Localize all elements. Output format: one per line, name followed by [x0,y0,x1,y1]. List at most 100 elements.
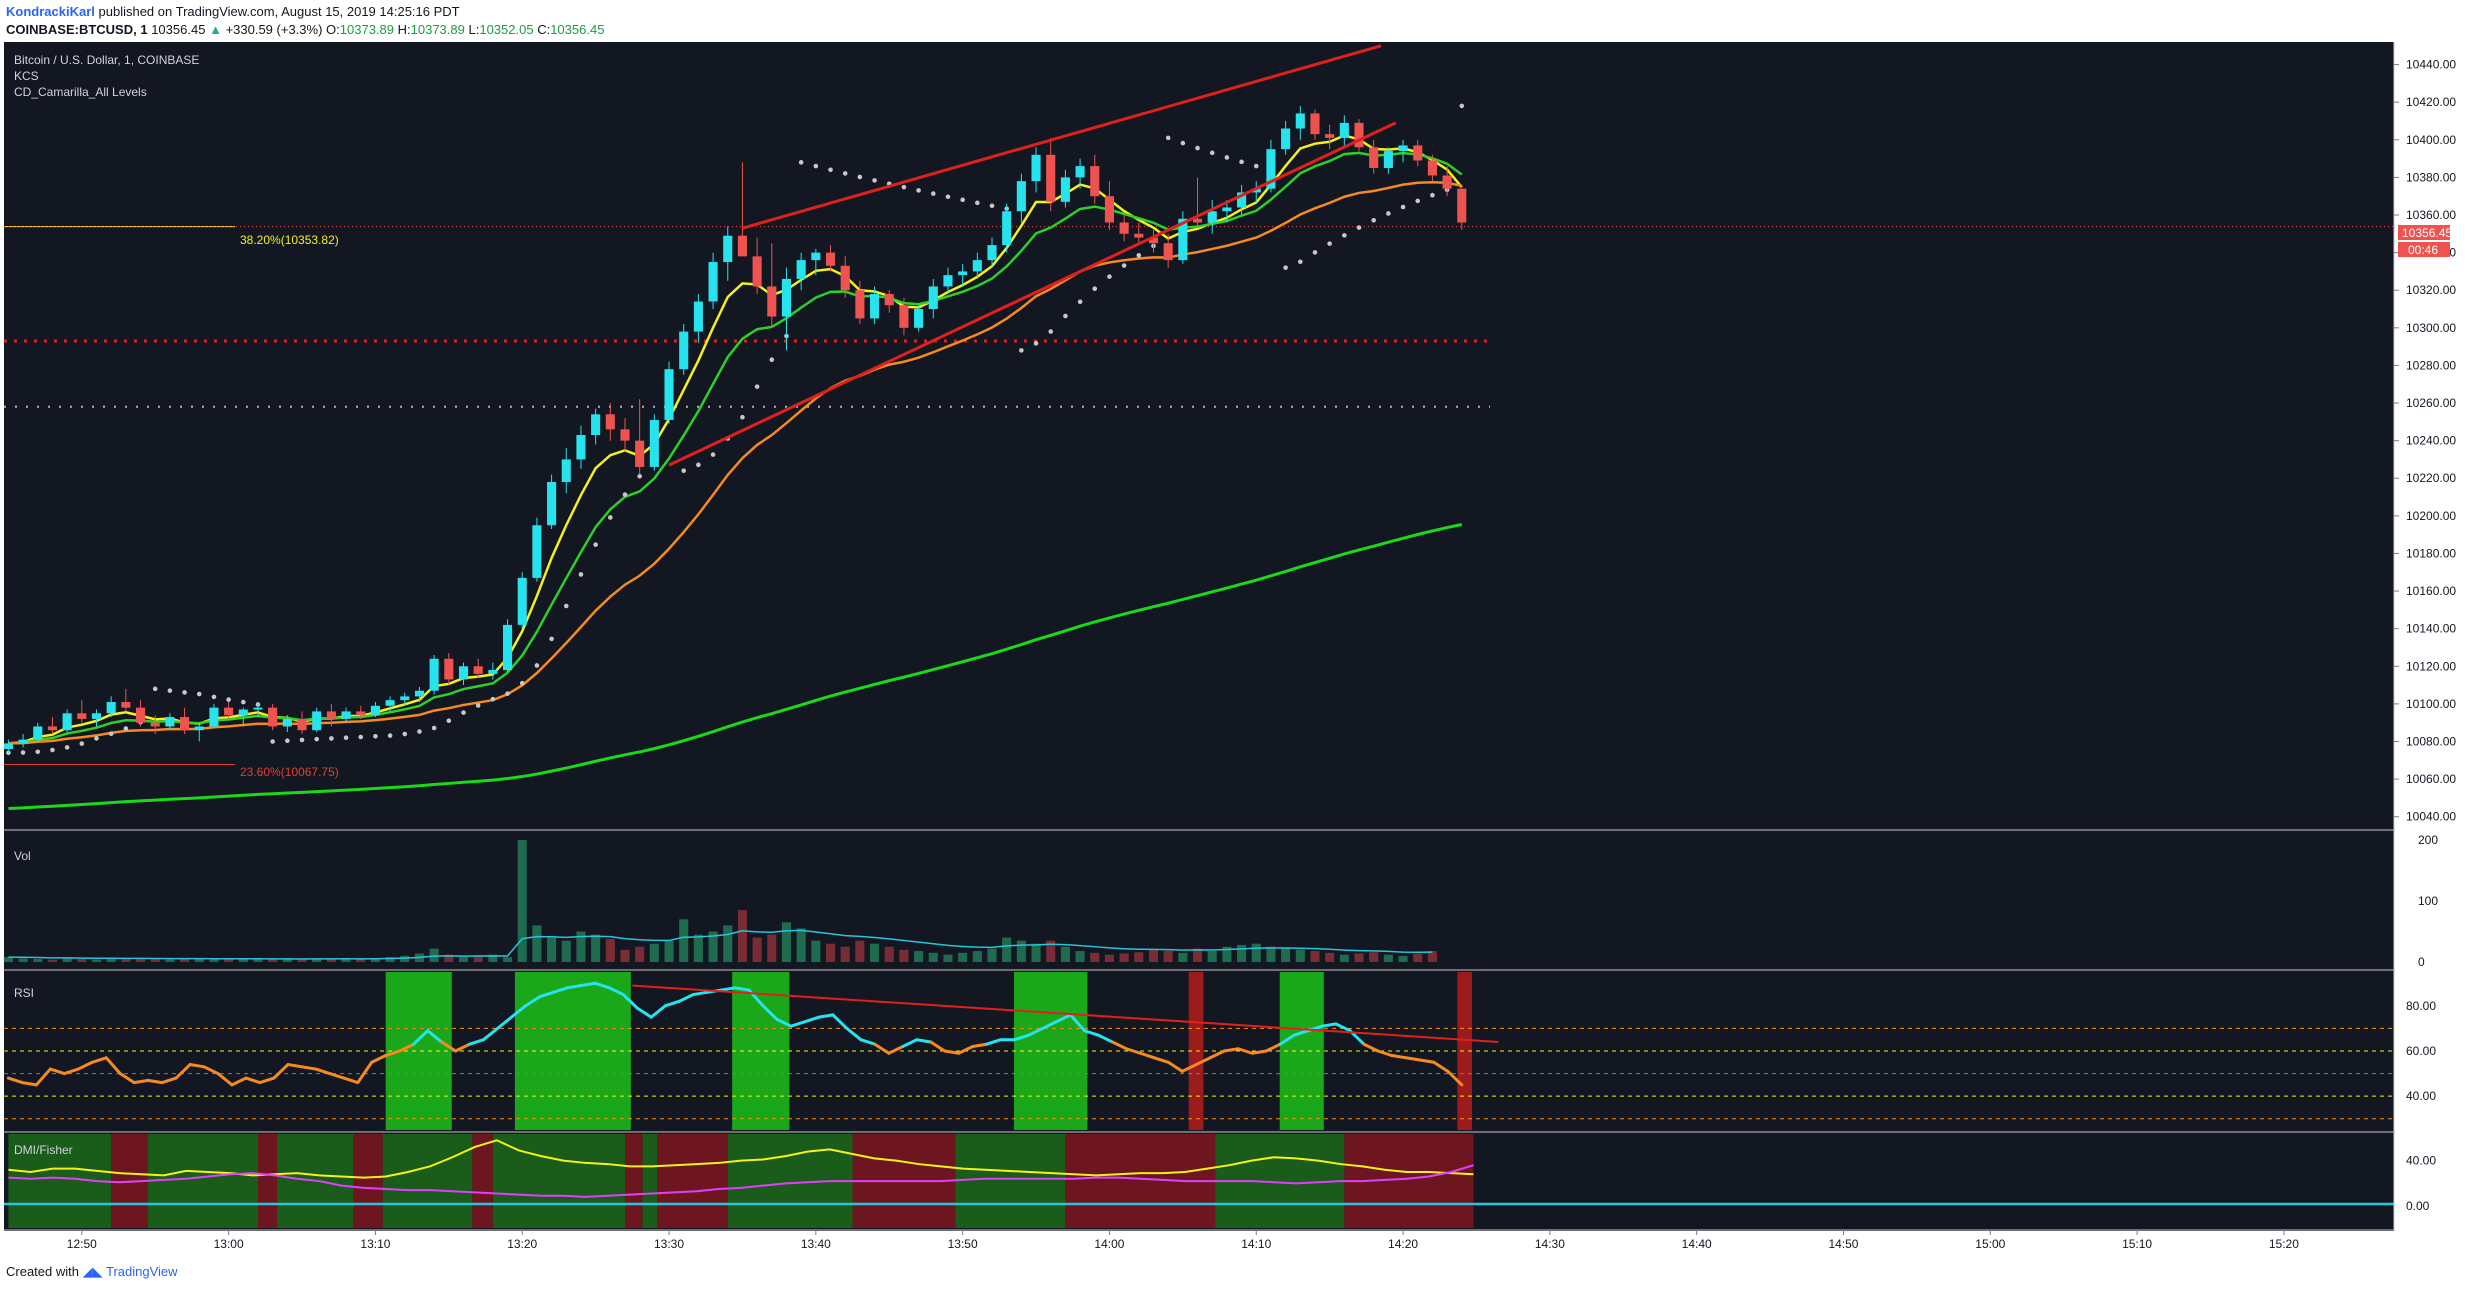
volume-bar [1178,952,1188,962]
rsi-tick-label: 60.00 [2406,1044,2436,1058]
volume-bar [312,958,322,962]
volume-bar [591,934,601,962]
rsi-pane[interactable] [4,972,2394,1130]
sar-dot [226,697,231,702]
sar-dot [637,473,642,479]
rsi-line-segment [1292,1029,1310,1037]
candle-body [135,707,146,723]
volume-bar [135,958,146,962]
candle-body [47,726,57,731]
dmi-minus-line [8,1164,1474,1198]
candle-body [341,711,351,719]
rsi-line-segment [1404,1056,1422,1062]
volume-bar [1060,946,1070,962]
author-link[interactable]: KondrackiKarl [6,4,95,19]
candle-body [1148,237,1159,244]
volume-bar [1090,952,1100,962]
volume-bar [840,946,850,962]
candle-body [18,739,28,744]
candle-body [1046,154,1056,202]
rsi-line-segment [635,1006,653,1019]
volume-bar [400,955,410,962]
price-tick-label: 10120.00 [2406,659,2456,673]
price-axis-bg [2395,42,2468,1254]
rsi-line-segment [314,1067,332,1076]
time-tick-label: 14:30 [1535,1237,1565,1251]
sar-dot [240,699,246,705]
candle-body [1281,128,1291,150]
price-pane[interactable] [3,44,2394,811]
sar-dot [387,733,393,738]
volume-bar [1354,953,1364,962]
volume-pane[interactable] [3,840,1437,962]
candle-body [1237,192,1247,208]
candle-body [576,435,586,460]
publish-info: KondrackiKarl published on TradingView.c… [6,4,2468,19]
volume-bar [1016,940,1026,962]
sar-dot [1019,348,1024,353]
dmi-plus-line [8,1139,1474,1179]
candle-body [458,666,469,680]
volume-bar [268,959,278,962]
rsi-line-segment [607,986,625,997]
candle-body [1325,134,1335,138]
rsi-line-segment [551,986,569,994]
sar-dot [798,160,804,165]
volume-bar [194,958,204,962]
volume-bar [752,937,762,962]
time-tick-label: 15:10 [2122,1237,2152,1251]
sar-dot [960,197,965,203]
rsi-line-segment [831,1013,849,1030]
rsi-line-segment [174,1063,192,1080]
volume-bar [1427,951,1437,962]
candle-body [1060,177,1070,202]
sar-dot [975,200,980,206]
sar-dot [534,663,540,668]
dmi-fisher-pane[interactable] [4,1134,2394,1228]
candle-body [209,707,219,727]
volume-bar [209,959,219,962]
candle-body [1178,218,1188,261]
ema-mid-line [8,151,1463,745]
sar-dot [1107,274,1112,279]
rsi-line-segment [62,1067,80,1076]
volume-bar [1266,946,1276,962]
rsi-divergence-line[interactable] [632,984,1499,1043]
sar-dot [475,703,481,708]
candle-body [400,696,410,701]
candle-body [591,414,601,435]
rsi-line-segment [1250,1049,1268,1055]
candle-body [635,440,645,467]
volume-bar [576,931,586,962]
volume-bar [458,957,469,962]
volume-bar [150,958,160,962]
rsi-line-segment [286,1063,304,1069]
sar-dot [1048,329,1054,334]
sar-dot [1415,198,1421,204]
volume-bar [737,910,747,962]
volume-bar [899,949,909,962]
channel-upper-line[interactable] [742,44,1382,230]
sar-dot [1209,150,1215,156]
rsi-line-segment [6,1076,24,1085]
time-tick-label: 14:20 [1388,1237,1418,1251]
channel-lower-line[interactable] [668,121,1397,467]
price-tick-label: 10160.00 [2406,584,2456,598]
candle-body [77,713,87,719]
rsi-line-segment [1264,1042,1282,1053]
sar-dot [930,191,936,196]
dmi-zone [257,1134,278,1228]
time-tick-label: 13:50 [948,1237,978,1251]
chart-area[interactable]: 10440.00 10420.00 10400.00 10380.00 10360.00… [0,42,2468,1258]
rsi-line-segment [523,995,541,1008]
volume-bar [1310,951,1320,962]
tradingview-brand-link[interactable]: TradingView [106,1264,178,1279]
price-change: +330.59 (+3.3%) [225,22,323,37]
volume-bar [781,922,792,962]
volume-bar [297,959,307,962]
volume-bar [238,958,248,962]
rsi-line-segment [649,1004,667,1019]
candle-body [1251,188,1261,193]
candle-body [781,278,792,317]
candle-body [811,252,821,261]
